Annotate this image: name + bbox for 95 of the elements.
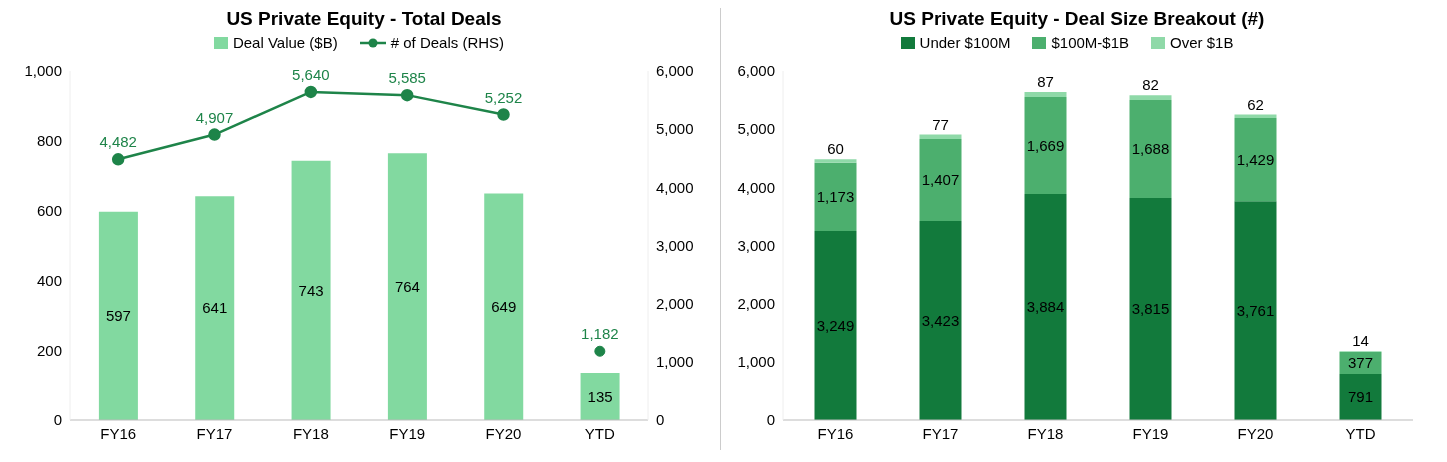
y-tick-label: 0 xyxy=(766,411,775,429)
bar xyxy=(291,160,331,420)
data-label: 4,482 xyxy=(99,133,137,151)
data-label: 641 xyxy=(202,299,228,317)
bar xyxy=(580,372,620,420)
data-label: 5,585 xyxy=(388,69,426,87)
data-label: 1,688 xyxy=(1131,140,1170,158)
data-label: 743 xyxy=(298,281,324,299)
x-tick-label: FY17 xyxy=(922,424,959,442)
data-label: 5,640 xyxy=(292,65,330,83)
y-tick-label: 1,000 xyxy=(24,62,62,80)
point xyxy=(208,128,221,141)
point xyxy=(111,153,125,166)
point xyxy=(304,85,318,99)
bar xyxy=(484,193,524,420)
y2-tick-label: 5,000 xyxy=(656,120,694,138)
y-tick-label: 2,000 xyxy=(737,294,775,312)
y2-tick-label: 6,000 xyxy=(656,62,694,80)
y-tick-label: 400 xyxy=(36,271,62,289)
y2-tick-label: 4,000 xyxy=(656,178,694,196)
x-tick-label: FY16 xyxy=(100,424,137,442)
data-label: 14 xyxy=(1352,332,1369,350)
y-tick-label: 1,000 xyxy=(737,353,775,371)
data-label: 5,252 xyxy=(484,88,523,106)
y-tick-label: 6,000 xyxy=(737,62,775,80)
bar xyxy=(1129,198,1172,420)
legend-label: Under $100M xyxy=(919,34,1011,51)
y-tick-label: 4,000 xyxy=(737,178,775,196)
bar xyxy=(1024,97,1067,195)
bar xyxy=(919,139,962,221)
point xyxy=(497,108,510,121)
y2-tick-label: 2,000 xyxy=(656,294,694,312)
legend-label: # of Deals (RHS) xyxy=(390,34,505,51)
data-label: 77 xyxy=(932,115,949,133)
data-label: 764 xyxy=(394,278,420,296)
data-label: 1,182 xyxy=(581,325,619,343)
data-label: 3,761 xyxy=(1236,301,1275,319)
data-label: 62 xyxy=(1247,95,1264,113)
data-label: 3,884 xyxy=(1026,298,1065,316)
x-tick-label: YTD xyxy=(584,424,615,442)
legend-label: Over $1B xyxy=(1170,34,1234,51)
y-tick-label: 600 xyxy=(36,201,62,219)
x-tick-label: YTD xyxy=(1345,424,1376,442)
point xyxy=(594,345,606,357)
y-tick-label: 800 xyxy=(36,132,62,150)
x-tick-label: FY20 xyxy=(1237,424,1274,442)
data-label: 791 xyxy=(1347,388,1374,406)
y2-tick-label: 1,000 xyxy=(656,353,694,371)
y2-tick-label: 0 xyxy=(656,411,665,429)
bar xyxy=(1234,118,1277,202)
y-tick-label: 200 xyxy=(36,341,62,359)
y2-tick-label: 3,000 xyxy=(656,236,694,254)
bar xyxy=(1024,91,1067,97)
chart-title: US Private Equity - Deal Size Breakout (#) xyxy=(888,8,1266,31)
data-label: 3,423 xyxy=(921,311,960,329)
y-tick-label: 0 xyxy=(53,411,62,429)
x-tick-label: FY18 xyxy=(1027,424,1064,442)
data-label: 3,815 xyxy=(1131,300,1170,318)
x-tick-label: FY19 xyxy=(389,424,426,442)
bar xyxy=(814,162,857,232)
data-label: 597 xyxy=(105,307,131,325)
data-label: 1,429 xyxy=(1236,151,1275,168)
bar xyxy=(1129,95,1172,100)
bar xyxy=(1234,201,1277,420)
bar xyxy=(1129,99,1172,199)
data-label: 1,173 xyxy=(816,188,855,206)
bar xyxy=(919,220,962,420)
chart-title: US Private Equity - Total Deals xyxy=(225,8,503,31)
point xyxy=(400,88,414,102)
bar xyxy=(195,196,235,420)
bar xyxy=(98,211,138,420)
y-tick-label: 3,000 xyxy=(737,236,775,254)
x-tick-label: FY17 xyxy=(196,424,233,442)
data-label: 60 xyxy=(827,140,844,158)
data-label: 3,249 xyxy=(816,316,855,334)
legend-label: Deal Value ($B) xyxy=(232,34,338,51)
data-label: 4,907 xyxy=(195,108,234,126)
data-label: 82 xyxy=(1142,76,1159,94)
data-label: 135 xyxy=(587,387,613,405)
data-label: 649 xyxy=(491,298,517,316)
data-label: 1,669 xyxy=(1026,136,1065,154)
legend-label: $100M-$1B xyxy=(1051,34,1130,51)
bar xyxy=(1339,373,1382,420)
y-tick-label: 5,000 xyxy=(737,120,775,138)
bar xyxy=(387,153,427,420)
bar xyxy=(814,159,857,163)
x-tick-label: FY16 xyxy=(817,424,854,442)
bar xyxy=(1024,194,1067,420)
bar xyxy=(814,231,857,420)
x-tick-label: FY19 xyxy=(1132,424,1169,442)
data-label: 1,407 xyxy=(921,171,960,189)
data-label: 377 xyxy=(1347,354,1374,372)
data-label: 87 xyxy=(1037,72,1054,90)
x-tick-label: FY18 xyxy=(292,424,329,442)
x-tick-label: FY20 xyxy=(485,424,522,442)
